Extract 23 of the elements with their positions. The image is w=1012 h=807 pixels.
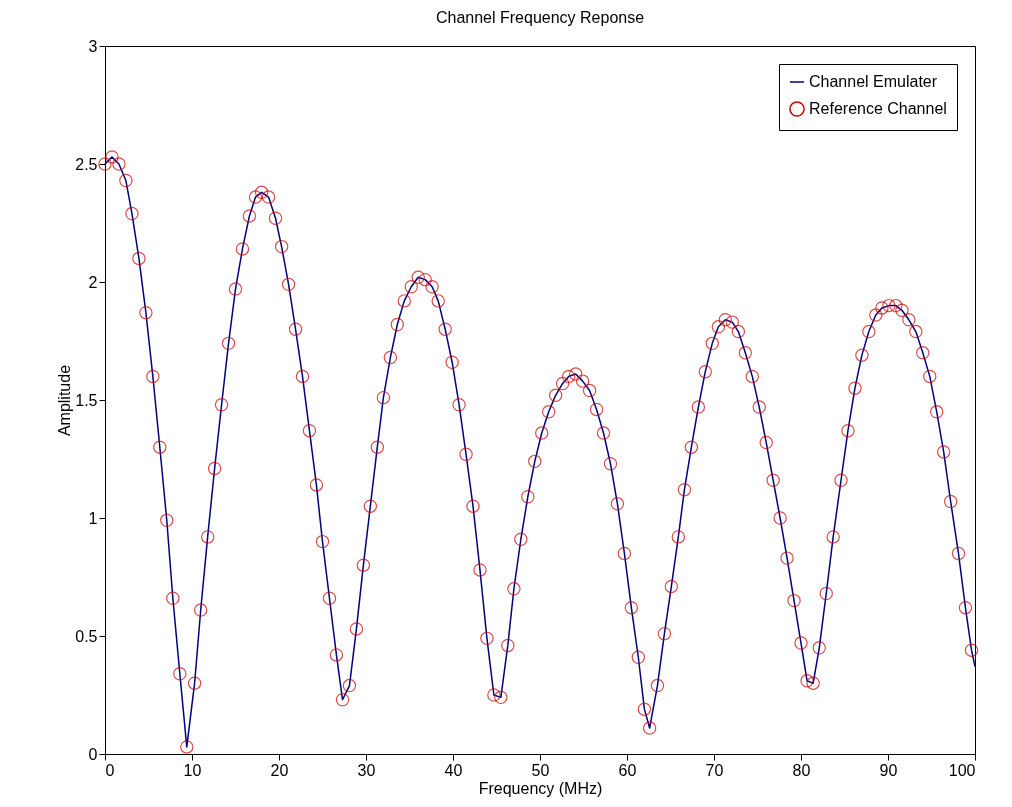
y-tick-label: 0.5 [75,627,98,645]
legend-label: Reference Channel [809,100,947,117]
y-tick-label: 2 [88,273,98,291]
y-tick-label: 1 [88,509,98,527]
x-tick-label: 30 [357,761,376,779]
x-tick-label: 70 [705,761,724,779]
x-tick-label: 90 [879,761,898,779]
x-tick-label: 80 [792,761,811,779]
x-axis-title: Frequency (MHz) [478,779,603,797]
x-tick-label: 100 [948,761,976,779]
x-tick-label: 40 [444,761,463,779]
chart-title: Channel Frequency Reponse [435,9,645,26]
x-tick-label: 60 [618,761,637,779]
legend-label: Channel Emulater [809,73,938,90]
y-tick-label: 2.5 [75,155,98,173]
y-tick-label: 0 [88,745,98,763]
x-tick-label: 10 [183,761,202,779]
x-tick-label: 0 [105,761,115,779]
y-tick-label: 3 [88,37,98,55]
x-tick-label: 50 [531,761,550,779]
y-axis-title: Amplitude [56,364,74,437]
y-tick-label: 1.5 [75,391,98,409]
x-tick-label: 20 [270,761,289,779]
